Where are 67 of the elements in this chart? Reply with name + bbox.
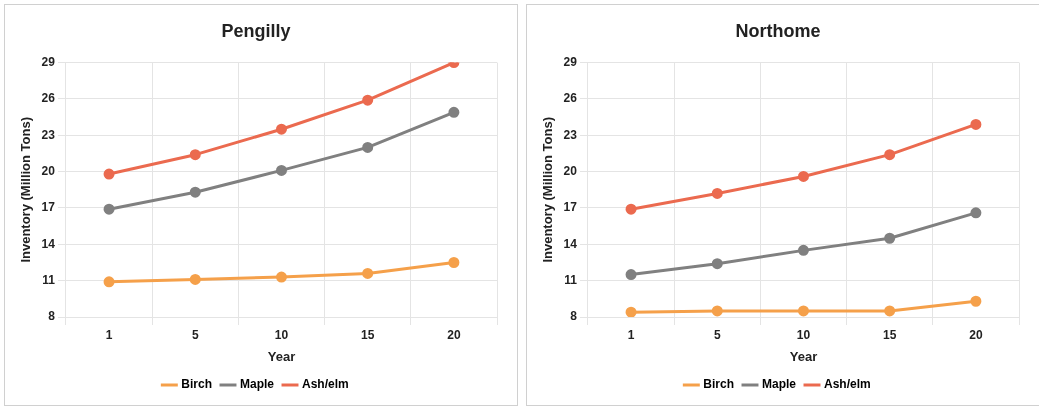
point — [103, 276, 115, 288]
y-tick-label: 29 — [563, 54, 578, 69]
point — [362, 94, 374, 106]
legend-label: Ash/elm — [824, 377, 871, 392]
x-tick-label: 20 — [447, 327, 461, 342]
point — [711, 258, 723, 270]
point — [884, 149, 896, 161]
y-tick-label: 26 — [41, 91, 56, 106]
point — [275, 123, 287, 135]
point — [189, 273, 201, 285]
chart-title: Pengilly — [221, 20, 291, 41]
point — [711, 187, 723, 199]
point — [362, 141, 374, 153]
x-tick-label: 1 — [627, 327, 635, 342]
point — [625, 203, 637, 215]
y-tick-label: 20 — [563, 163, 578, 178]
y-tick-label: 23 — [41, 127, 56, 142]
point — [625, 269, 637, 281]
point — [970, 118, 982, 130]
y-tick-label: 8 — [570, 309, 578, 324]
point — [189, 186, 201, 198]
point — [275, 271, 287, 283]
point — [970, 295, 982, 307]
y-axis-title: Inventory (Million Tons) — [540, 116, 556, 263]
y-tick-label: 14 — [41, 236, 56, 251]
y-tick-label: 20 — [41, 163, 56, 178]
point — [625, 306, 637, 317]
y-tick-label: 14 — [563, 236, 578, 251]
y-tick-label: 11 — [564, 272, 578, 287]
y-tick-label: 8 — [48, 309, 56, 324]
point — [711, 305, 723, 317]
y-tick-label: 23 — [563, 127, 578, 142]
point — [884, 232, 896, 244]
x-tick-label: 10 — [274, 327, 289, 342]
legend-label: Birch — [181, 377, 213, 392]
x-tick-label: 5 — [191, 327, 199, 342]
point — [970, 207, 982, 219]
point — [189, 149, 201, 161]
x-tick-label: 1 — [105, 327, 113, 342]
y-tick-label: 17 — [563, 200, 578, 215]
x-tick-label: 15 — [361, 327, 375, 342]
point — [884, 305, 896, 317]
point — [275, 164, 287, 176]
chart-title: Northome — [735, 20, 821, 41]
point — [448, 256, 460, 268]
x-tick-label: 10 — [796, 327, 811, 342]
legend-label: Maple — [761, 377, 797, 392]
point — [103, 203, 115, 215]
y-tick-label: 26 — [563, 91, 578, 106]
y-tick-label: 11 — [42, 272, 56, 287]
x-tick-label: 15 — [883, 327, 897, 342]
point — [797, 170, 809, 182]
point — [797, 244, 809, 256]
x-axis-title: Year — [789, 348, 818, 364]
x-tick-label: 20 — [969, 327, 983, 342]
y-axis-title: Inventory (Million Tons) — [18, 116, 34, 263]
y-tick-label: 29 — [41, 54, 56, 69]
point — [797, 305, 809, 317]
x-tick-label: 5 — [713, 327, 721, 342]
point — [362, 267, 374, 279]
y-tick-label: 17 — [41, 200, 56, 215]
legend-label: Birch — [703, 377, 735, 392]
point — [103, 168, 115, 180]
legend-label: Maple — [239, 377, 275, 392]
x-axis-title: Year — [267, 348, 296, 364]
point — [448, 106, 460, 118]
legend-label: Ash/elm — [302, 377, 349, 392]
